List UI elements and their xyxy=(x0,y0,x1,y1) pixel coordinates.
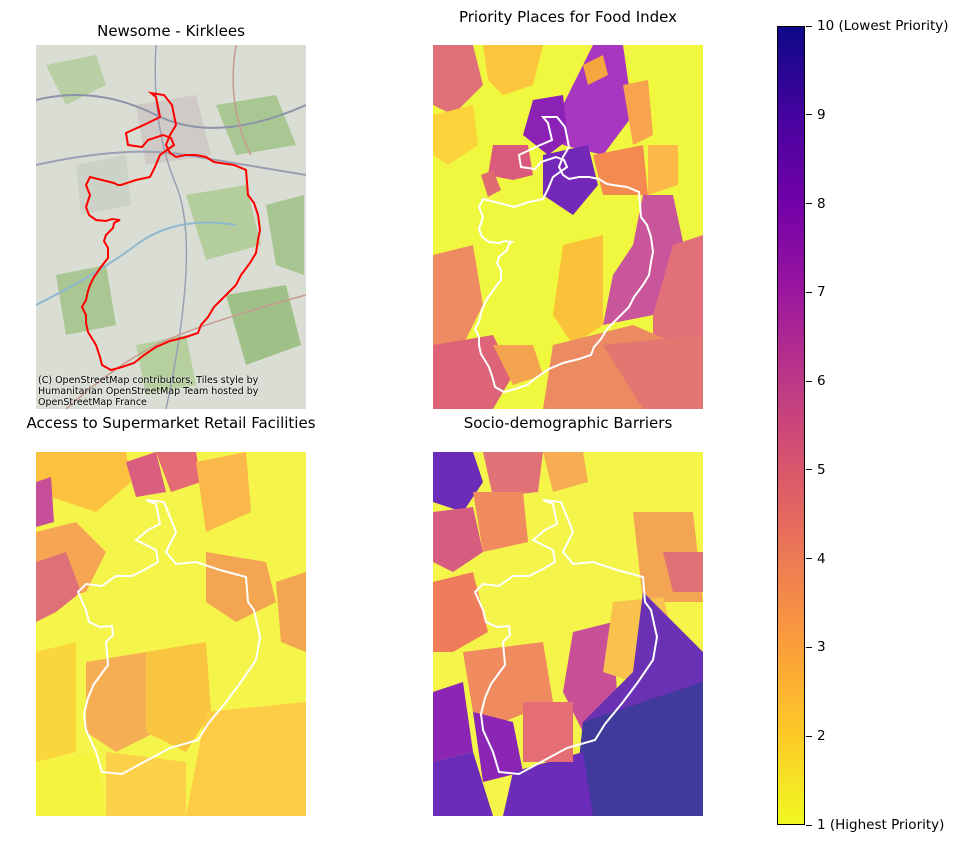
colorbar-tick-label: 1 (Highest Priority) xyxy=(817,817,945,833)
basemap-svg xyxy=(36,45,306,409)
colorbar-tick-label: 9 xyxy=(817,106,826,123)
newsome-boundary xyxy=(473,116,655,394)
newsome-boundary xyxy=(80,91,262,372)
colorbar xyxy=(777,26,805,825)
barriers-svg xyxy=(433,452,703,816)
newsome-boundary xyxy=(76,499,262,776)
colorbar-tick-mark xyxy=(806,646,812,648)
access-title: Access to Supermarket Retail Facilities xyxy=(26,414,316,432)
colorbar-tick-mark xyxy=(806,291,812,293)
colorbar-tick-mark xyxy=(806,380,812,382)
colorbar-tick-mark xyxy=(806,203,812,205)
attribution-line-1: (C) OpenStreetMap contributors, Tiles st… xyxy=(38,375,259,386)
barriers-map[interactable] xyxy=(433,452,703,816)
colorbar-tick-label: 6 xyxy=(817,373,826,390)
colorbar-tick-label: 4 xyxy=(817,550,826,567)
colorbar-tick-mark xyxy=(806,25,812,27)
colorbar-tick-mark xyxy=(806,735,812,737)
basemap-map[interactable]: (C) OpenStreetMap contributors, Tiles st… xyxy=(36,45,306,409)
colorbar-tick-label: 10 (Lowest Priority) xyxy=(817,18,949,34)
colorbar-tick-label: 8 xyxy=(817,195,826,212)
colorbar-tick-mark xyxy=(806,558,812,560)
newsome-boundary xyxy=(473,499,659,776)
attribution-line-3: OpenStreetMap France xyxy=(38,397,147,408)
basemap-title: Newsome - Kirklees xyxy=(97,22,245,40)
colorbar-tick-mark xyxy=(806,824,812,826)
map-attribution: (C) OpenStreetMap contributors, Tiles st… xyxy=(38,375,258,408)
access-svg xyxy=(36,452,306,816)
colorbar-tick-label: 7 xyxy=(817,284,826,301)
attribution-line-2: Humanitarian OpenStreetMap Team hosted b… xyxy=(38,386,259,397)
priority-title: Priority Places for Food Index xyxy=(458,8,678,26)
colorbar-tick-label: 5 xyxy=(817,461,826,478)
priority-svg xyxy=(433,45,703,409)
colorbar-tick-label: 3 xyxy=(817,639,826,656)
barriers-title: Socio-demographic Barriers xyxy=(463,414,673,432)
colorbar-tick-mark xyxy=(806,114,812,116)
priority-map[interactable] xyxy=(433,45,703,409)
access-map[interactable] xyxy=(36,452,306,816)
colorbar-tick-label: 2 xyxy=(817,728,826,745)
colorbar-tick-mark xyxy=(806,469,812,471)
